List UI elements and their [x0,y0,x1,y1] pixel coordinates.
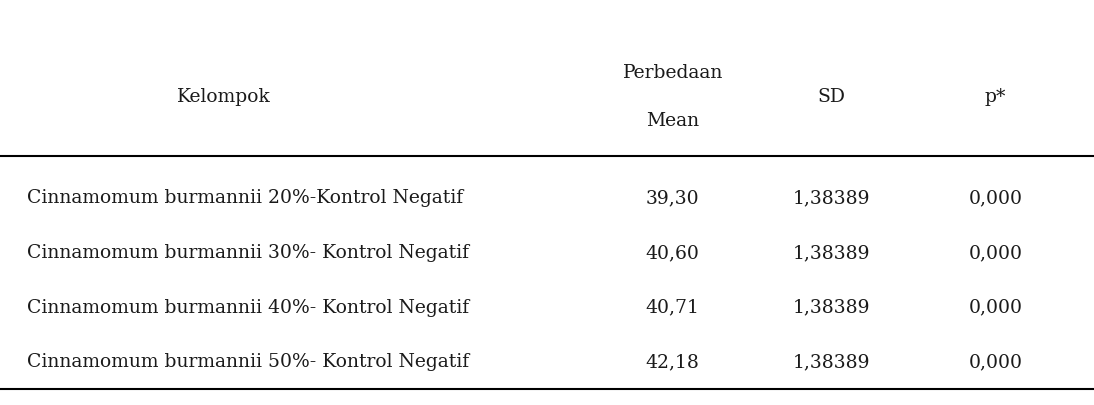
Text: 0,000: 0,000 [968,190,1023,207]
Text: SD: SD [817,88,846,106]
Text: Cinnamomum burmannii 30%- Kontrol Negatif: Cinnamomum burmannii 30%- Kontrol Negati… [27,244,469,262]
Text: Kelompok: Kelompok [177,88,271,106]
Text: Perbedaan: Perbedaan [622,64,723,82]
Text: Cinnamomum burmannii 40%- Kontrol Negatif: Cinnamomum burmannii 40%- Kontrol Negati… [27,299,469,317]
Text: 1,38389: 1,38389 [793,354,870,371]
Text: Cinnamomum burmannii 50%- Kontrol Negatif: Cinnamomum burmannii 50%- Kontrol Negati… [27,354,469,371]
Text: 40,60: 40,60 [645,244,700,262]
Text: 39,30: 39,30 [645,190,700,207]
Text: 42,18: 42,18 [645,354,700,371]
Text: Cinnamomum burmannii 20%-Kontrol Negatif: Cinnamomum burmannii 20%-Kontrol Negatif [27,190,464,207]
Text: 1,38389: 1,38389 [793,299,870,317]
Text: Mean: Mean [647,113,699,130]
Text: 0,000: 0,000 [968,244,1023,262]
Text: 40,71: 40,71 [645,299,700,317]
Text: 0,000: 0,000 [968,354,1023,371]
Text: 1,38389: 1,38389 [793,244,870,262]
Text: 1,38389: 1,38389 [793,190,870,207]
Text: p*: p* [985,88,1006,106]
Text: 0,000: 0,000 [968,299,1023,317]
